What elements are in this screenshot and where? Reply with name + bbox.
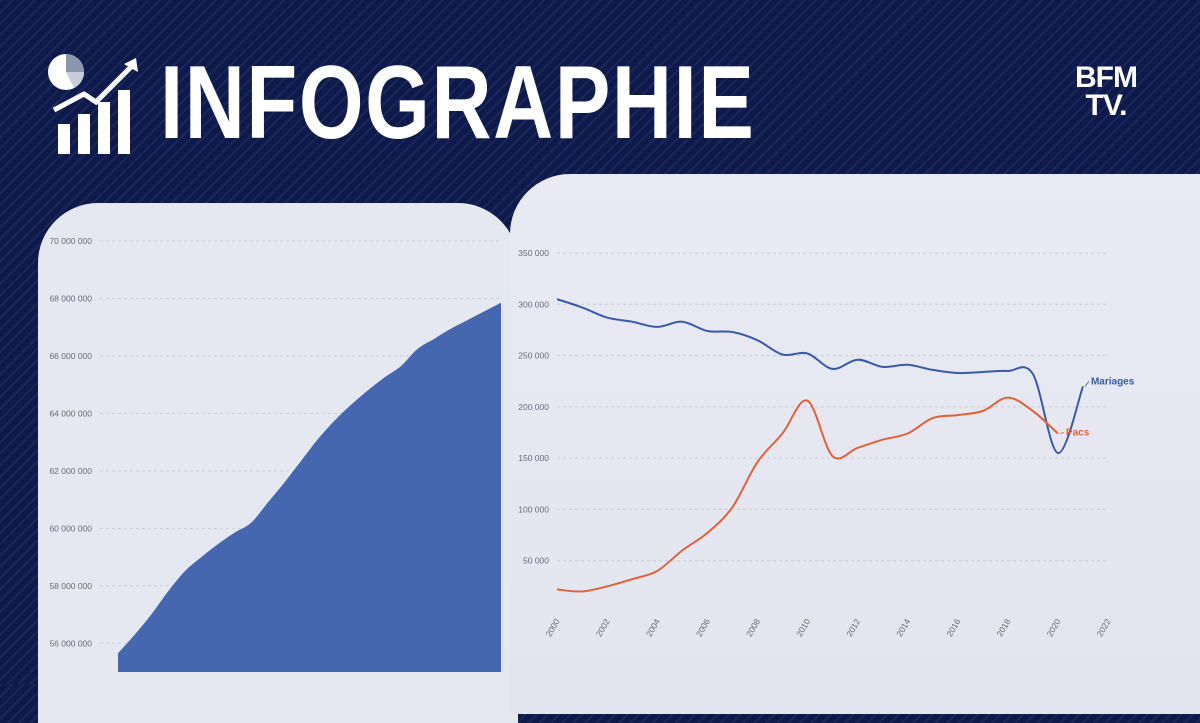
y-tick-label: 68 000 000	[49, 293, 92, 303]
bfmtv-logo: BFM TV.	[1070, 61, 1142, 122]
y-tick-label: 64 000 000	[49, 408, 92, 418]
x-tick-label: 2008	[744, 617, 762, 639]
x-tick-label: 2004	[644, 617, 662, 639]
x-tick-label: 2020	[1045, 617, 1063, 639]
chart-growth-icon	[48, 54, 138, 154]
y-tick-label: 150 000	[518, 453, 549, 463]
marriage-pacs-panel	[510, 174, 1200, 714]
y-tick-label: 60 000 000	[49, 523, 92, 533]
x-tick-label: 2016	[944, 617, 962, 639]
y-tick-label: 200 000	[518, 402, 549, 412]
x-tick-label: 2000	[544, 617, 562, 639]
x-tick-label: 2012	[844, 617, 862, 639]
y-tick-label: 58 000 000	[49, 581, 92, 591]
x-tick-label: 2002	[594, 617, 612, 639]
series-line-pacs	[556, 396, 1059, 593]
page-title: INFOGRAPHIE	[160, 45, 756, 161]
population-area-chart: 70 000 000 68 000 000 66 000 000 64 000 000…	[49, 236, 501, 672]
mariages-pacs-line-chart: 350 000 300 000 250 000 200 000 150 000 100 0…	[518, 248, 1134, 638]
y-tick-label: 56 000 000	[49, 638, 92, 648]
population-area	[118, 302, 501, 672]
x-tick-label: 2022	[1095, 617, 1113, 639]
y-tick-label: 62 000 000	[49, 466, 92, 476]
series-label-leader	[1059, 432, 1065, 434]
series-line-mariages	[556, 298, 1084, 455]
y-tick-label: 350 000	[518, 248, 549, 258]
y-tick-label: 66 000 000	[49, 351, 92, 361]
x-tick-label: 2010	[794, 617, 812, 639]
y-tick-label: 50 000	[523, 556, 549, 566]
y-tick-label: 100 000	[518, 504, 549, 514]
x-tick-label: 2014	[894, 617, 912, 639]
logo-line-2: TV.	[1085, 89, 1128, 122]
series-label-mariages: Mariages	[1091, 376, 1135, 387]
header: INFOGRAPHIE BFM TV.	[0, 0, 1200, 200]
charts-svg: 70 000 000 68 000 000 66 000 000 64 000 000…	[49, 236, 1135, 672]
y-tick-label: 250 000	[518, 351, 549, 361]
logo-line-1: BFM	[1075, 61, 1138, 94]
series-label-pacs: Pacs	[1066, 428, 1090, 439]
x-tick-label: 2018	[994, 617, 1012, 639]
series-label-leader	[1084, 381, 1090, 387]
y-tick-label: 70 000 000	[49, 236, 92, 246]
x-tick-label: 2006	[694, 617, 712, 639]
y-tick-label: 300 000	[518, 299, 549, 309]
